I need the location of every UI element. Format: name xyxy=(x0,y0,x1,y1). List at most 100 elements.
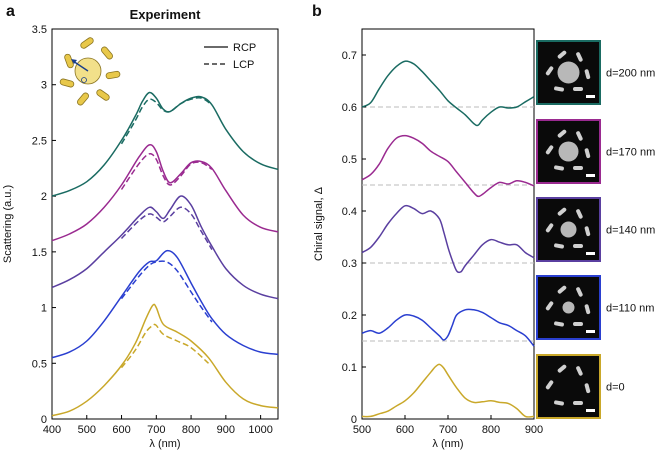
x-tick-label: 700 xyxy=(147,424,165,436)
nanorod xyxy=(557,129,567,138)
y-tick-label: 0.4 xyxy=(342,206,357,218)
x-tick-label: 600 xyxy=(112,424,130,436)
nanorod xyxy=(576,131,583,141)
nanorod xyxy=(545,301,554,311)
series-line xyxy=(51,303,279,417)
series-line xyxy=(120,260,213,323)
chart-b-xlabel: λ (nm) xyxy=(432,438,463,450)
x-tick-label: 900 xyxy=(525,424,543,436)
nanorod xyxy=(557,50,567,59)
y-tick-label: 0.5 xyxy=(342,154,357,166)
legend-label-lcp: LCP xyxy=(233,59,254,71)
y-tick-label: 0.3 xyxy=(342,258,357,270)
y-tick-label: 1.5 xyxy=(32,247,47,259)
series-line xyxy=(51,249,279,359)
series-line xyxy=(361,308,535,347)
nanorod xyxy=(545,66,554,76)
sem-panel-label: d=170 nm xyxy=(606,147,655,159)
center-disk xyxy=(557,61,580,84)
scattering-chart: Experiment 400 500 600 700 800 900 1000 0 0.5 1 1… xyxy=(2,7,279,450)
sem-panel: d=170 nm xyxy=(536,119,655,184)
sem-panel: d=140 nm xyxy=(536,197,655,262)
series-line xyxy=(361,363,535,418)
scale-bar xyxy=(586,330,595,333)
nanorod xyxy=(576,287,583,297)
y-tick-label: 1 xyxy=(41,303,47,315)
scale-bar xyxy=(586,95,595,98)
nanorod xyxy=(557,364,567,373)
y-tick-label: 0.6 xyxy=(342,102,357,114)
chart-a-frame xyxy=(51,28,279,420)
panel-label-a: a xyxy=(6,3,15,20)
series-line xyxy=(51,91,279,197)
nanorod xyxy=(576,52,583,62)
structure-schematic-icon xyxy=(59,37,121,106)
series-line xyxy=(120,206,213,250)
y-tick-label: 2.5 xyxy=(32,135,47,147)
nanorod xyxy=(554,400,564,406)
x-tick-label: 400 xyxy=(43,424,61,436)
sem-panel-label: d=0 xyxy=(606,382,625,394)
x-tick-label: 800 xyxy=(482,424,500,436)
panel-label-b: b xyxy=(312,3,322,20)
y-tick-label: 0 xyxy=(41,414,47,426)
x-tick-label: 500 xyxy=(78,424,96,436)
nanorod xyxy=(554,243,564,249)
nanorod xyxy=(573,400,583,405)
chart-a-title: Experiment xyxy=(130,7,201,22)
x-tick-label: 900 xyxy=(217,424,235,436)
sem-images: d=200 nm d=170 nm d=140 nm d=110 nm d=0 xyxy=(536,40,655,419)
sem-panel: d=200 nm xyxy=(536,40,655,105)
nanorod xyxy=(557,285,567,294)
nanorod xyxy=(554,86,564,92)
center-disk xyxy=(558,141,579,162)
nanorod xyxy=(584,69,591,80)
nanorod xyxy=(584,226,591,237)
chart-a-xlabel: λ (nm) xyxy=(149,438,180,450)
center-disk xyxy=(562,301,575,314)
chart-b-ylabel: Chiral signal, Δ xyxy=(313,186,325,261)
nanorod xyxy=(554,321,564,327)
nanorod xyxy=(576,366,583,376)
series-line xyxy=(361,134,535,198)
series-line xyxy=(120,97,213,145)
y-tick-label: 3 xyxy=(41,80,47,92)
series-line xyxy=(51,144,279,242)
nanorod xyxy=(545,223,554,233)
y-tick-label: 2 xyxy=(41,191,47,203)
chart-a-ylabel: Scattering (a.u.) xyxy=(2,185,14,263)
nanorod xyxy=(545,380,554,390)
series-line xyxy=(361,60,535,127)
y-tick-label: 0.2 xyxy=(342,310,357,322)
nanorod xyxy=(573,86,583,91)
nanorod xyxy=(554,165,564,171)
x-tick-label: 500 xyxy=(353,424,371,436)
sem-panel-label: d=110 nm xyxy=(606,303,654,315)
sem-panel-label: d=140 nm xyxy=(606,225,655,237)
nanorod xyxy=(584,383,591,394)
nanorod xyxy=(545,145,554,155)
sem-panel: d=110 nm xyxy=(536,275,654,340)
series-line xyxy=(361,204,535,274)
y-tick-label: 0 xyxy=(351,414,357,426)
nanorod xyxy=(573,243,583,248)
x-tick-label: 1000 xyxy=(248,424,272,436)
scale-bar xyxy=(586,409,595,412)
nanorod xyxy=(584,304,591,315)
series-line xyxy=(51,195,279,300)
scale-bar xyxy=(586,252,595,255)
nanorod xyxy=(573,165,583,170)
nanorod xyxy=(584,148,591,159)
series-line xyxy=(120,323,210,369)
y-tick-label: 0.1 xyxy=(342,362,357,374)
series-line xyxy=(120,152,213,190)
center-disk xyxy=(560,221,577,238)
sem-panel-label: d=200 nm xyxy=(606,68,655,80)
sem-panel: d=0 xyxy=(536,354,625,419)
nanorod xyxy=(576,209,583,219)
x-tick-label: 800 xyxy=(182,424,200,436)
nanorod xyxy=(573,321,583,326)
x-tick-label: 700 xyxy=(439,424,457,436)
scale-bar xyxy=(586,174,595,177)
